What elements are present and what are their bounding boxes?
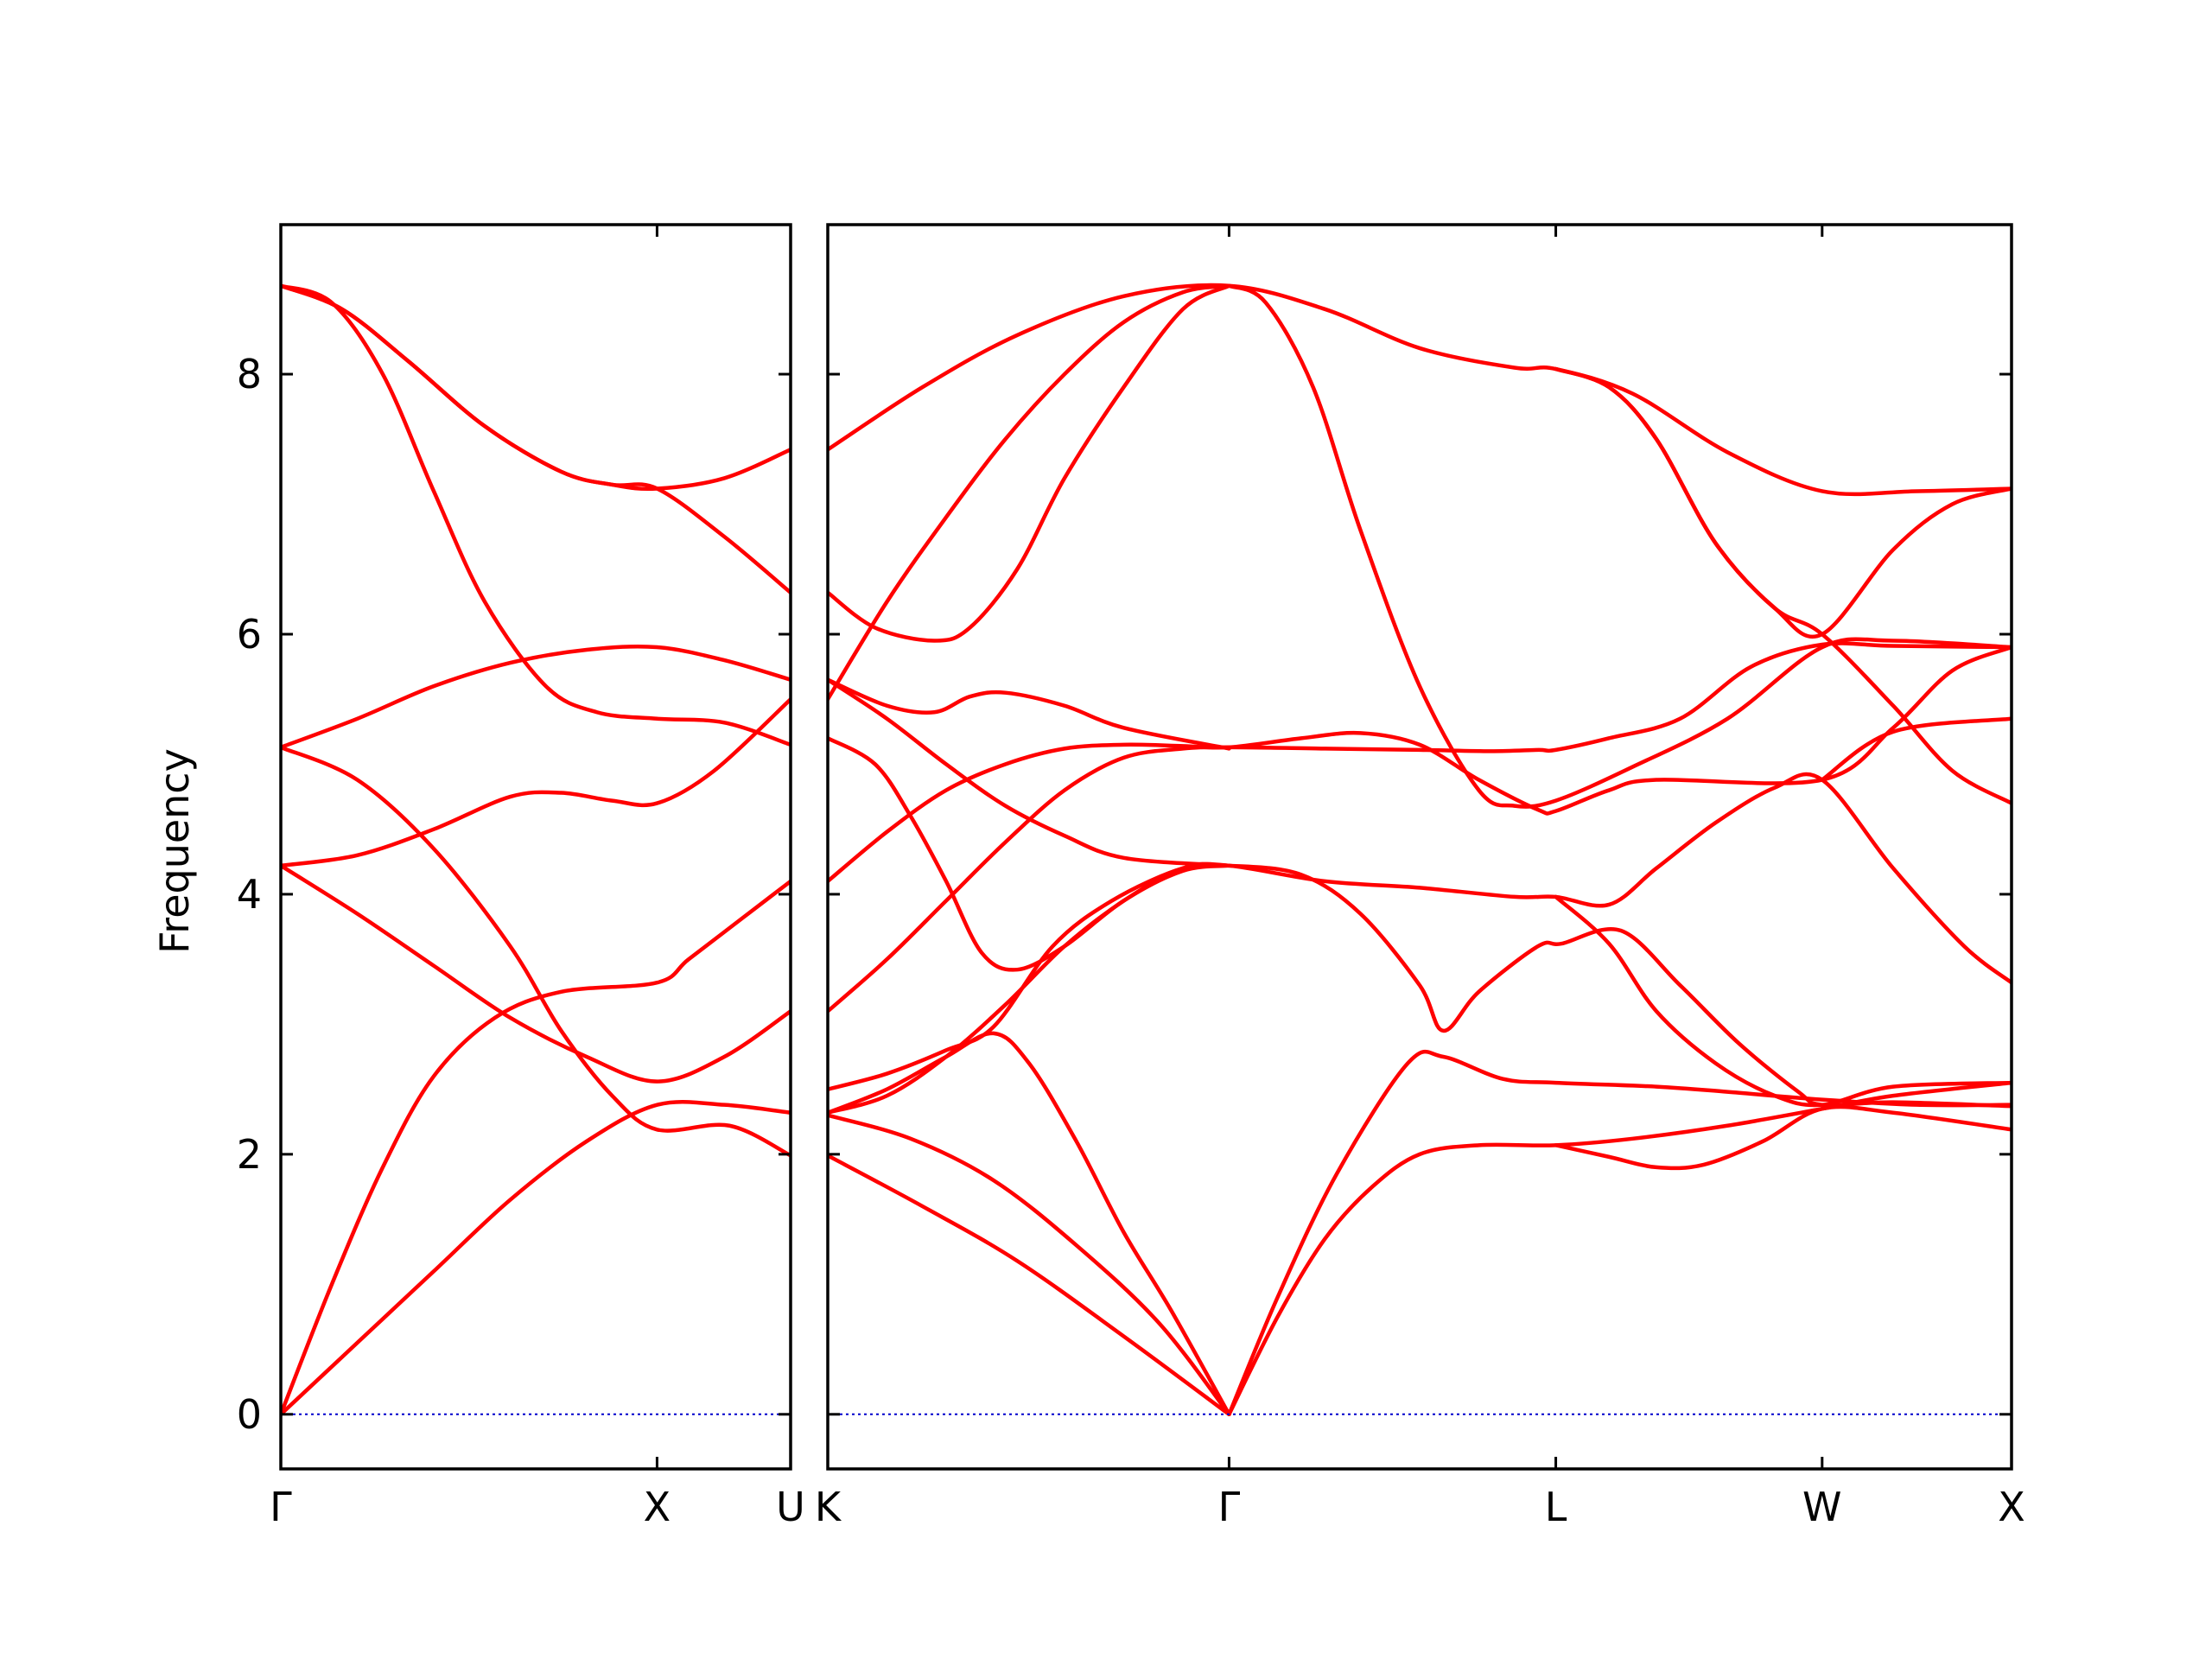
x-tick-label: L [1545, 1484, 1567, 1530]
band-line [828, 283, 1231, 643]
band-line [828, 772, 2012, 1115]
band-curves [281, 283, 791, 1417]
x-tick-label: Γ [1218, 1484, 1241, 1530]
band-line [281, 696, 791, 868]
band-curves [828, 283, 2012, 1417]
band-line [828, 283, 2012, 497]
y-tick-label: 4 [237, 871, 262, 918]
y-tick-label: 8 [237, 351, 262, 397]
y-tick-label: 2 [237, 1131, 262, 1178]
band-line [1227, 283, 2012, 809]
band-line [281, 879, 791, 1417]
band-line [828, 1113, 1231, 1417]
band-line [281, 283, 791, 595]
band-line [281, 745, 791, 1158]
band-line [828, 1154, 1231, 1417]
left-panel: 0 2 4 6 8 Γ X U [237, 223, 805, 1530]
band-line [1554, 1104, 2012, 1171]
band-line [828, 283, 1231, 702]
band-line [281, 1099, 791, 1417]
x-tick-label: X [1998, 1484, 2025, 1530]
band-line [828, 677, 1231, 868]
band-line [1554, 366, 2012, 639]
band-line [828, 736, 1231, 972]
band-line [828, 862, 2012, 1109]
y-tick-label: 0 [237, 1391, 262, 1438]
axes-frame [826, 223, 2013, 1471]
band-line [281, 644, 791, 750]
x-tick-label: W [1802, 1484, 1841, 1530]
x-tick-label: U [776, 1484, 805, 1530]
y-tick-label: 6 [237, 611, 262, 658]
y-axis-label: Frequency [151, 748, 198, 954]
band-line [828, 641, 2012, 1014]
x-tick-label: K [815, 1484, 842, 1530]
band-line [281, 283, 791, 747]
band-line [281, 863, 791, 1084]
band-line [1820, 716, 2012, 782]
axes-frame [279, 223, 792, 1471]
x-tick-label: X [644, 1484, 671, 1530]
band-line [1554, 894, 2012, 1108]
band-line [828, 677, 1231, 751]
band-line [828, 1031, 1231, 1417]
x-tick-label: Γ [270, 1484, 292, 1530]
